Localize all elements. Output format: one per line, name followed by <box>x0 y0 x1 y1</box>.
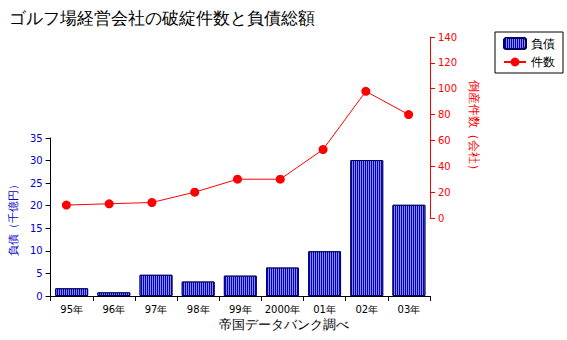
svg-text:0: 0 <box>36 291 42 302</box>
svg-text:96年: 96年 <box>102 304 125 315</box>
svg-text:80: 80 <box>438 109 451 120</box>
svg-text:20: 20 <box>438 187 451 198</box>
svg-text:件数: 件数 <box>531 55 555 69</box>
svg-text:倒産件数（会社）: 倒産件数（会社） <box>467 80 481 176</box>
svg-text:97年: 97年 <box>145 304 168 315</box>
svg-text:100: 100 <box>438 83 457 94</box>
svg-text:10: 10 <box>30 245 43 256</box>
svg-text:60: 60 <box>438 135 451 146</box>
svg-text:25: 25 <box>30 178 43 189</box>
svg-text:15: 15 <box>30 223 43 234</box>
svg-text:98年: 98年 <box>187 304 210 315</box>
svg-text:2000年: 2000年 <box>265 304 300 315</box>
svg-text:35: 35 <box>30 133 43 144</box>
svg-text:02年: 02年 <box>355 304 378 315</box>
svg-text:01年: 01年 <box>313 304 336 315</box>
svg-text:0: 0 <box>438 213 444 224</box>
svg-text:99年: 99年 <box>229 304 252 315</box>
svg-text:5: 5 <box>36 268 42 279</box>
svg-text:帝国データバンク調べ: 帝国データバンク調べ <box>219 317 349 332</box>
svg-text:120: 120 <box>438 57 457 68</box>
svg-text:95年: 95年 <box>60 304 83 315</box>
svg-text:20: 20 <box>30 200 43 211</box>
svg-text:負債: 負債 <box>531 37 555 51</box>
svg-text:140: 140 <box>438 32 457 43</box>
svg-text:30: 30 <box>30 155 43 166</box>
svg-text:ゴルフ場経営会社の破綻件数と負債総額: ゴルフ場経営会社の破綻件数と負債総額 <box>9 8 315 28</box>
svg-text:40: 40 <box>438 161 451 172</box>
svg-text:03年: 03年 <box>398 304 421 315</box>
svg-text:負債（千億円）: 負債（千億円） <box>7 179 20 256</box>
